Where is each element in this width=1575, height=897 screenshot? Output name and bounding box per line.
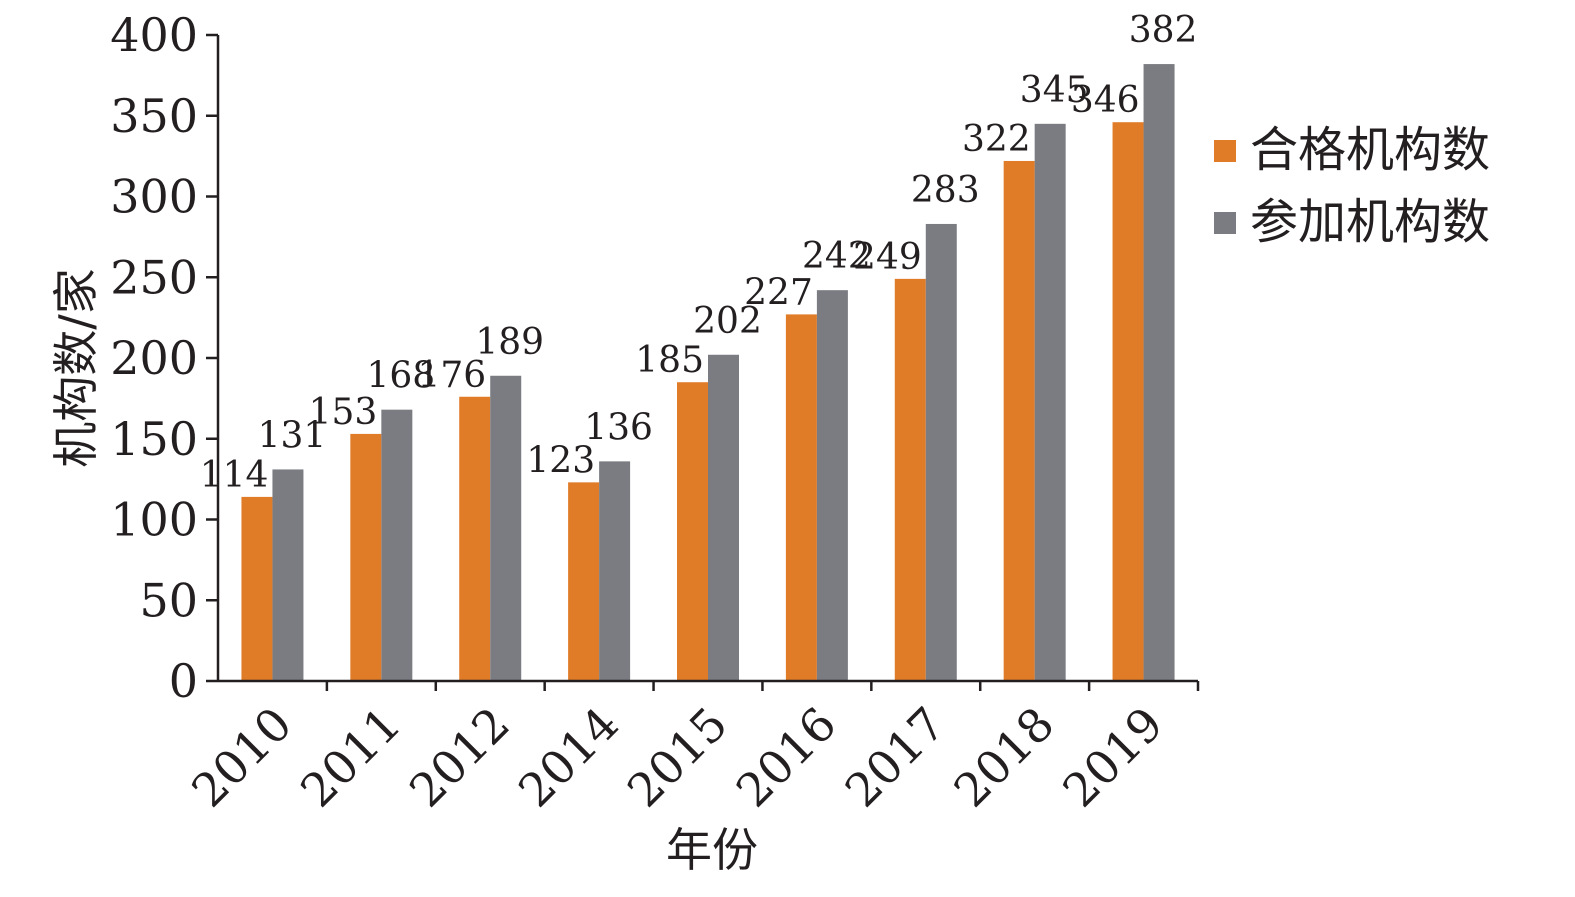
x-tick-label: 2010: [181, 697, 302, 818]
bar-participating: [272, 469, 304, 681]
x-tick-label: 2019: [1052, 697, 1173, 818]
bars-layer: [241, 64, 1175, 682]
y-tick-label: 300: [110, 170, 198, 224]
bar-qualified: [459, 396, 491, 681]
data-label: 242: [802, 236, 871, 277]
data-label: 202: [693, 301, 762, 342]
y-tick-label: 50: [139, 573, 198, 627]
data-label: 189: [475, 322, 544, 363]
x-tick-label: 2017: [835, 697, 956, 818]
x-tick-label: 2018: [943, 697, 1064, 818]
data-label: 153: [309, 392, 378, 433]
y-tick-label: 400: [110, 8, 198, 62]
bar-qualified: [677, 382, 708, 681]
data-label: 382: [1129, 10, 1198, 51]
data-label: 227: [744, 272, 813, 313]
y-tick-label: 100: [110, 493, 198, 547]
data-label: 322: [962, 119, 1031, 160]
x-tick-label: 2012: [399, 697, 520, 818]
bar-participating: [381, 409, 413, 681]
bar-participating: [1034, 123, 1066, 681]
bar-qualified: [568, 482, 600, 681]
bar-qualified: [1112, 122, 1144, 681]
y-tick-label: 350: [110, 89, 198, 143]
data-label: 249: [853, 237, 922, 278]
x-tick-label: 2014: [508, 697, 629, 818]
x-tick-label: 2016: [726, 697, 847, 818]
data-label: 346: [1071, 80, 1140, 121]
legend-label: 合格机构数: [1250, 122, 1490, 178]
data-label: 283: [911, 170, 980, 211]
data-label: 168: [366, 356, 435, 397]
bar-qualified: [785, 314, 817, 681]
legend-label: 参加机构数: [1250, 194, 1490, 250]
data-label: 176: [418, 355, 487, 396]
y-tick-label: 200: [110, 331, 198, 385]
data-label: 185: [635, 340, 704, 381]
x-tick-label: 2011: [290, 697, 411, 818]
x-tick-label: 2015: [617, 697, 738, 818]
data-label: 114: [200, 455, 269, 496]
bar-participating: [490, 375, 522, 681]
y-tick-label: 250: [110, 250, 198, 304]
y-tick-label: 150: [110, 412, 198, 466]
x-axis-title: 年份: [666, 823, 758, 877]
bar-participating: [925, 223, 957, 681]
data-label: 136: [584, 407, 653, 448]
bar-qualified: [894, 278, 926, 681]
bar-qualified: [241, 496, 273, 681]
data-label: 345: [1020, 70, 1089, 111]
y-axis-title: 机构数/家: [49, 268, 103, 468]
y-tick-label: 0: [169, 654, 198, 708]
bar-participating: [599, 461, 631, 681]
bar-qualified: [1003, 160, 1035, 682]
data-label: 131: [258, 415, 327, 456]
bar-participating: [1143, 64, 1175, 681]
bar-participating: [816, 290, 848, 681]
bar-participating: [708, 354, 739, 681]
legend-swatch-participating: [1214, 212, 1236, 234]
bar-qualified: [350, 433, 382, 681]
data-label: 123: [526, 440, 595, 481]
legend-swatch-qualified: [1214, 140, 1236, 162]
